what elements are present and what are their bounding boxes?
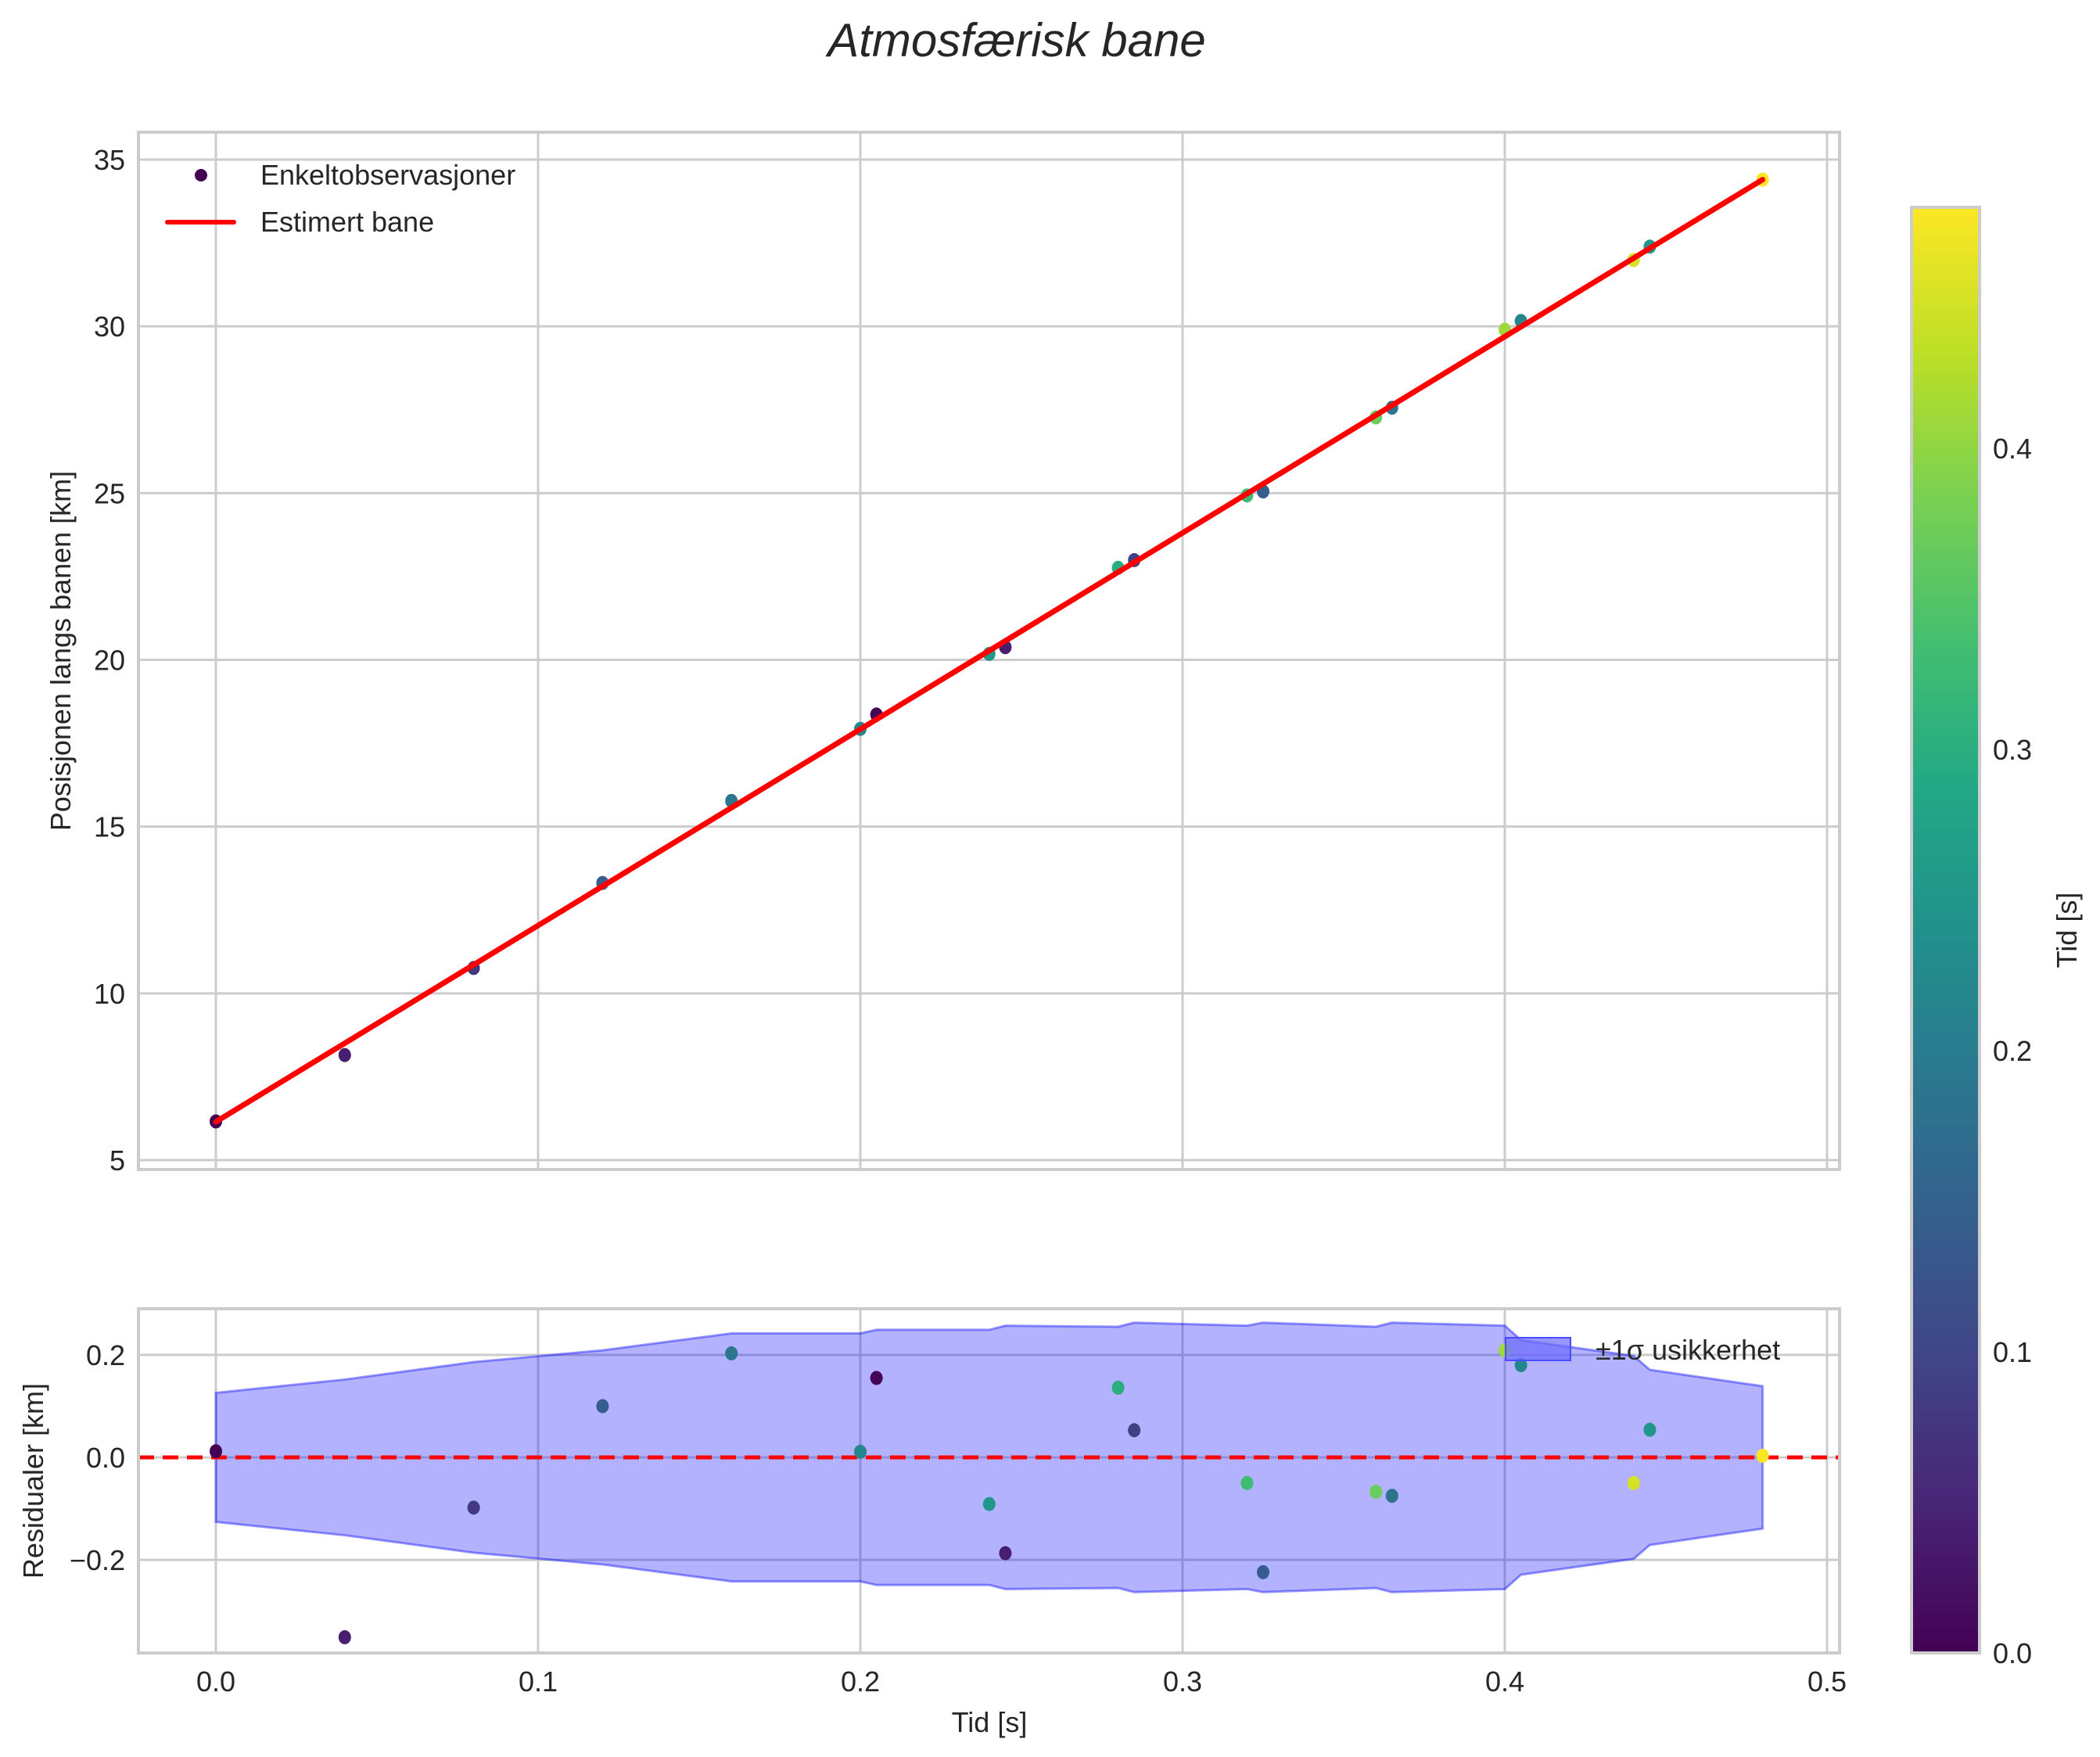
y-tick-label: 20 bbox=[94, 645, 125, 677]
residual-point bbox=[999, 1546, 1011, 1560]
y-tick-label: 0.2 bbox=[86, 1339, 125, 1371]
x-tick-label: 0.1 bbox=[519, 1665, 558, 1698]
legend-sigma-label: ±1σ usikkerhet bbox=[1596, 1334, 1780, 1366]
residual-point bbox=[725, 1346, 738, 1360]
residual-point bbox=[1628, 1476, 1640, 1490]
colorbar-tick-label: 0.3 bbox=[1993, 734, 2032, 766]
top-y-ticks: 5 10 15 20 25 30 35 bbox=[94, 144, 125, 1177]
x-ticks: 0.0 0.1 0.2 0.3 0.4 0.5 bbox=[196, 1665, 1847, 1698]
colorbar: 0.0 0.1 0.2 0.3 0.4 Tid [s] bbox=[1912, 207, 2083, 1669]
bottom-y-axis-label: Residualer [km] bbox=[17, 1383, 49, 1579]
chart-figure: Atmosfærisk bane 5 10 15 20 25 30 35 Posisjone… bbox=[0, 0, 2100, 1757]
legend-fit-label: Estimert bane bbox=[260, 206, 434, 238]
top-y-axis-label: Posisjonen langs banen [km] bbox=[45, 471, 77, 831]
residual-point bbox=[871, 1371, 883, 1385]
y-tick-label: −0.2 bbox=[70, 1544, 125, 1576]
residual-point bbox=[210, 1444, 222, 1458]
legend-band-icon bbox=[1506, 1338, 1571, 1360]
residual-point bbox=[1128, 1423, 1140, 1437]
x-tick-label: 0.0 bbox=[196, 1665, 235, 1698]
residual-point bbox=[854, 1445, 867, 1459]
y-tick-label: 30 bbox=[94, 311, 125, 343]
bottom-axes: −0.2 0.0 0.2 0.0 0.1 0.2 0.3 0.4 0.5 Residualer… bbox=[17, 1309, 1847, 1738]
observation-point bbox=[339, 1048, 351, 1062]
y-tick-label: 0.0 bbox=[86, 1442, 125, 1474]
residual-point bbox=[1369, 1485, 1382, 1499]
bottom-y-ticks: −0.2 0.0 0.2 bbox=[70, 1339, 125, 1576]
residual-point bbox=[1112, 1381, 1125, 1395]
y-tick-label: 10 bbox=[94, 978, 125, 1010]
legend-obs-label: Enkeltobservasjoner bbox=[260, 159, 515, 191]
residual-point bbox=[339, 1630, 351, 1644]
y-tick-label: 15 bbox=[94, 811, 125, 843]
x-axis-label: Tid [s] bbox=[952, 1706, 1028, 1738]
residual-point bbox=[1240, 1476, 1253, 1490]
residual-point bbox=[1757, 1449, 1769, 1463]
colorbar-label: Tid [s] bbox=[2051, 893, 2083, 968]
residual-point bbox=[1386, 1489, 1398, 1503]
colorbar-tick-label: 0.0 bbox=[1993, 1637, 2032, 1669]
colorbar-tick-label: 0.2 bbox=[1993, 1035, 2032, 1067]
legend-scatter-marker-icon bbox=[195, 169, 207, 181]
residual-point bbox=[1257, 1565, 1269, 1579]
residual-point bbox=[468, 1500, 480, 1514]
y-tick-label: 25 bbox=[94, 477, 125, 509]
x-tick-label: 0.4 bbox=[1485, 1665, 1524, 1698]
top-axes: 5 10 15 20 25 30 35 Posisjonen langs banen [km… bbox=[45, 132, 1840, 1177]
x-tick-label: 0.2 bbox=[841, 1665, 880, 1698]
residual-point bbox=[596, 1399, 608, 1414]
y-tick-label: 35 bbox=[94, 144, 125, 176]
colorbar-ticks: 0.0 0.1 0.2 0.3 0.4 bbox=[1993, 433, 2032, 1669]
chart-title: Atmosfærisk bane bbox=[825, 14, 1206, 66]
bottom-legend: ±1σ usikkerhet bbox=[1506, 1334, 1780, 1366]
colorbar-tick-label: 0.1 bbox=[1993, 1336, 2032, 1368]
colorbar-tick-label: 0.4 bbox=[1993, 433, 2032, 465]
residual-point bbox=[983, 1497, 996, 1511]
x-tick-label: 0.3 bbox=[1163, 1665, 1202, 1698]
y-tick-label: 5 bbox=[109, 1144, 125, 1177]
residual-point bbox=[1643, 1423, 1656, 1437]
x-tick-label: 0.5 bbox=[1807, 1665, 1847, 1698]
